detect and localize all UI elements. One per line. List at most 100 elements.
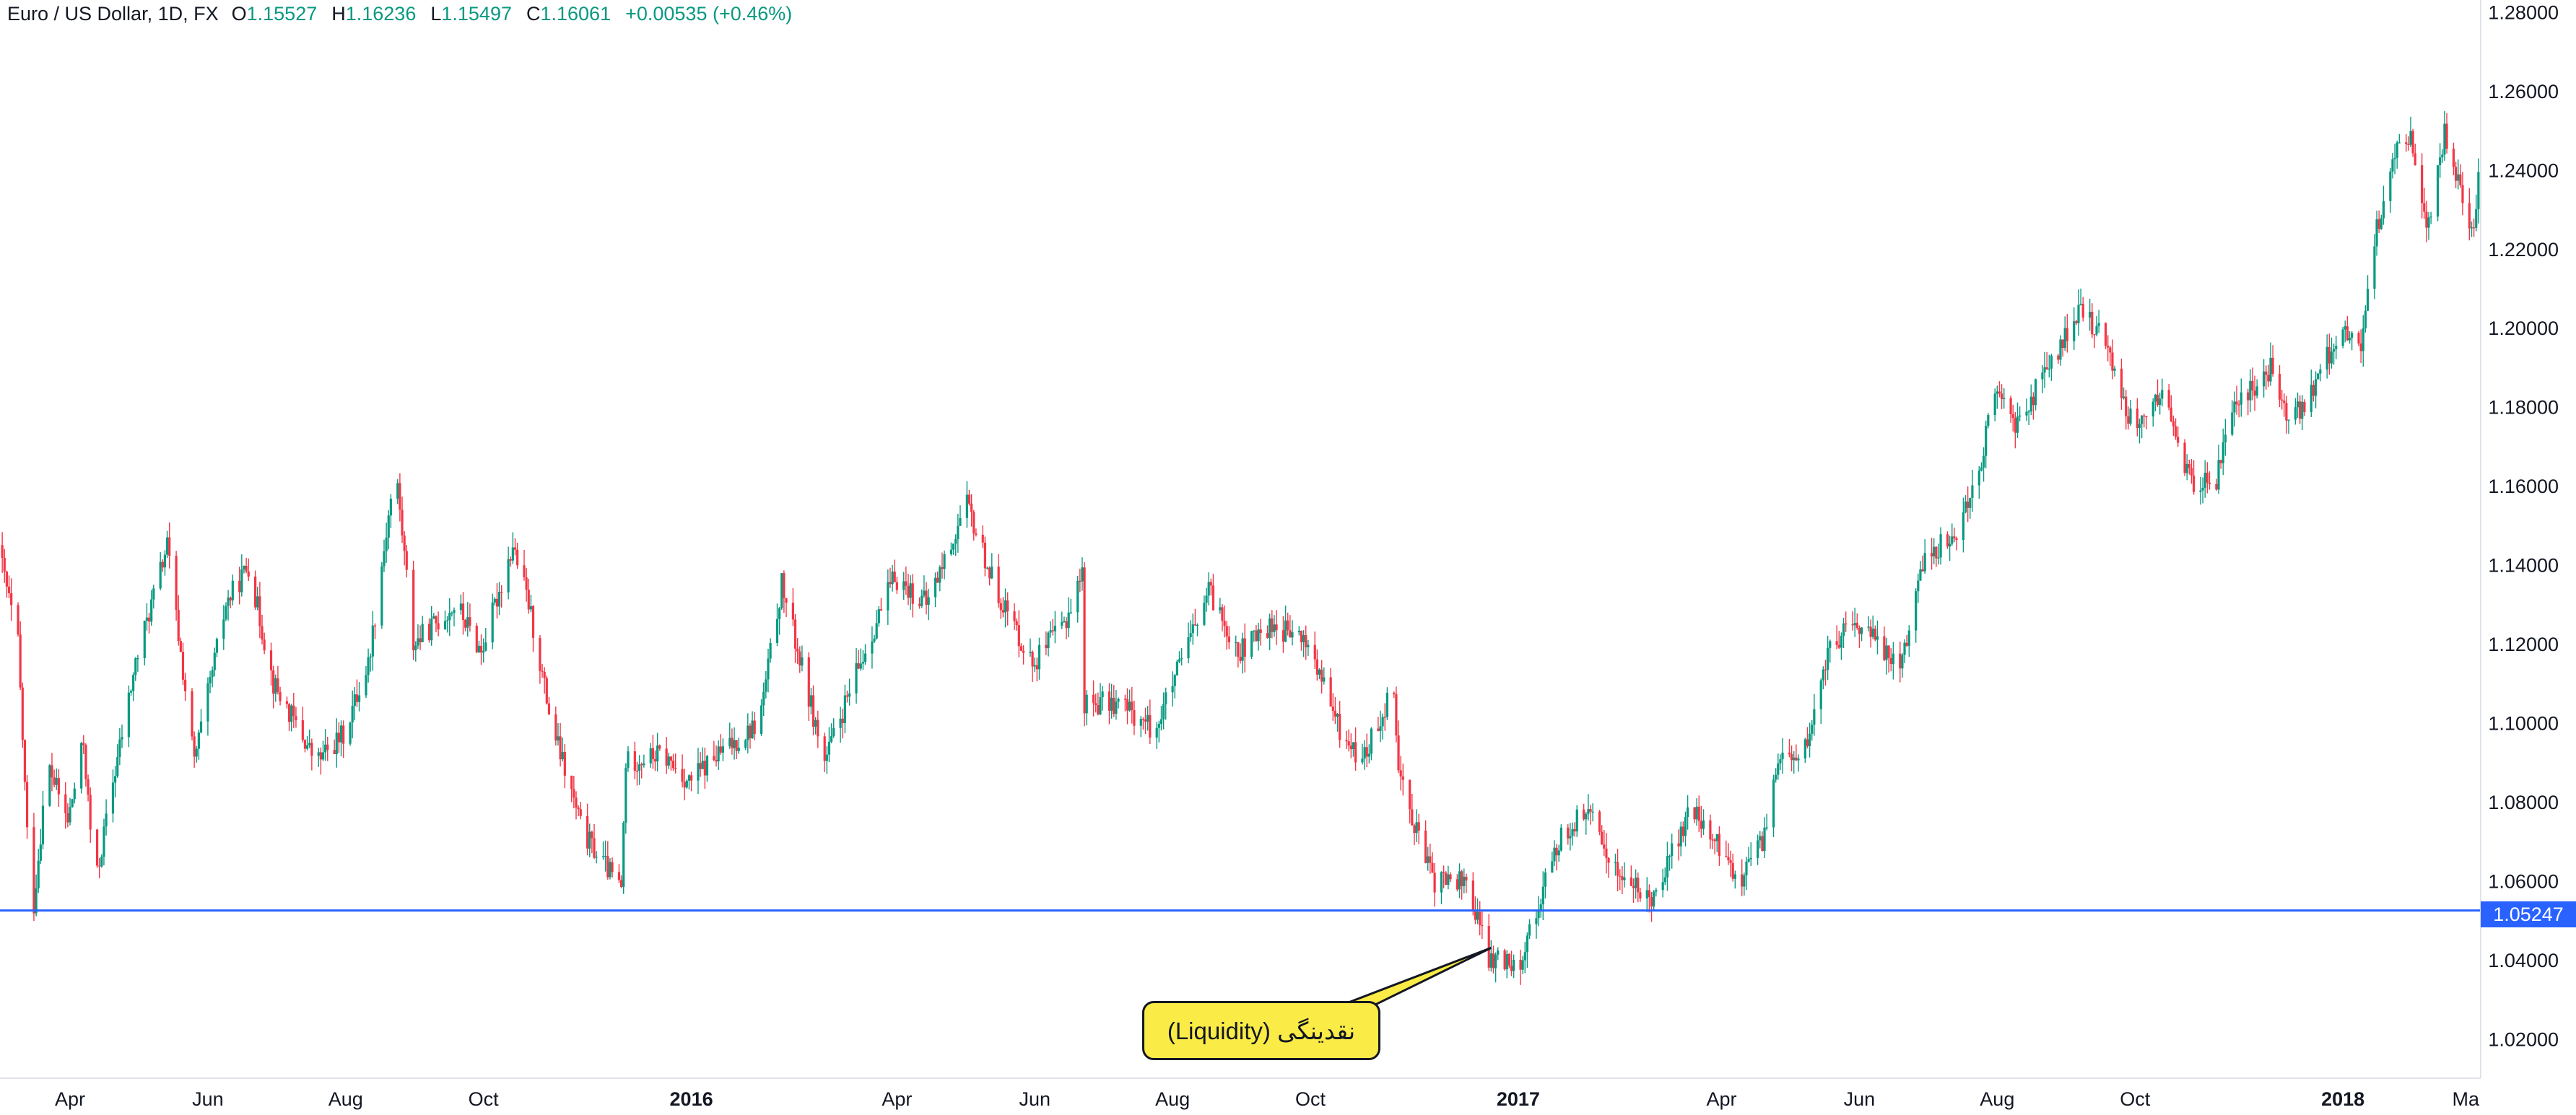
candle	[3, 548, 6, 583]
candle	[559, 722, 562, 767]
candle	[1193, 608, 1197, 626]
candle	[731, 728, 734, 755]
candle	[1427, 847, 1430, 871]
candle-body	[461, 603, 465, 620]
candle-body	[1765, 827, 1768, 828]
candle-body	[1953, 536, 1956, 539]
candle-body	[1757, 840, 1759, 858]
candle	[23, 739, 27, 791]
candle-body	[705, 756, 709, 776]
candle-body	[66, 813, 69, 823]
x-axis[interactable]: Apr Jun Aug Oct 2016 Apr Jun Aug Oct 2017 Apr Jun Au…	[55, 1088, 2480, 1110]
candle-body	[721, 746, 724, 753]
candle	[385, 522, 388, 563]
candle-body	[2468, 203, 2471, 229]
candle-body	[1101, 691, 1104, 698]
candle-body	[1808, 733, 1811, 746]
candle-body	[1935, 546, 1938, 559]
candle-body	[1553, 847, 1556, 862]
candle	[1937, 543, 1940, 565]
candle-body	[1971, 485, 1974, 498]
candle	[399, 473, 401, 522]
candle-body	[2411, 131, 2414, 154]
candle	[541, 663, 544, 678]
candle-body	[2156, 394, 2159, 406]
candle	[1745, 857, 1748, 891]
candle-body	[909, 583, 912, 598]
candle	[1284, 605, 1287, 642]
candle	[227, 590, 230, 621]
candle	[21, 682, 24, 748]
candle-body	[1761, 836, 1764, 852]
callout-text: (Liquidity) نقدینگی	[1167, 1017, 1356, 1044]
candle	[243, 565, 245, 574]
candle	[871, 626, 874, 669]
candle	[699, 751, 702, 777]
candle-body	[1307, 644, 1310, 647]
candle	[2113, 365, 2116, 377]
candle	[2032, 392, 2035, 420]
candle	[168, 522, 171, 569]
candle	[1383, 703, 1386, 731]
candle	[1993, 388, 1996, 421]
candle	[801, 645, 804, 672]
candle	[351, 690, 354, 739]
candle	[1440, 871, 1443, 904]
candle-body	[195, 748, 198, 757]
liquidity-callout[interactable]: (Liquidity) نقدینگی	[1142, 1001, 1380, 1060]
symbol-title[interactable]: Euro / US Dollar, 1D, FX	[7, 3, 219, 25]
candle	[1955, 536, 1958, 551]
candle-body	[949, 549, 953, 555]
candle-body	[491, 602, 494, 643]
candle	[324, 729, 327, 761]
candle-body	[1946, 534, 1949, 547]
candle-body	[5, 571, 8, 587]
x-tick-label: Aug	[328, 1088, 363, 1110]
candle-body	[1679, 826, 1682, 847]
candle-body	[633, 751, 636, 771]
candle	[206, 677, 209, 736]
candle-body	[619, 880, 623, 887]
y-axis[interactable]: 1.020001.040001.060001.080001.100001.120…	[2488, 1, 2559, 1050]
candle-body	[1829, 641, 1832, 648]
candle-body	[1354, 742, 1357, 763]
candle-body	[1559, 827, 1562, 851]
candle	[507, 546, 510, 600]
candle	[1763, 817, 1766, 858]
candle	[1037, 637, 1041, 680]
candle	[145, 603, 149, 631]
candle	[240, 554, 243, 597]
candle	[2235, 385, 2238, 415]
candle-body	[988, 567, 991, 579]
candle-body	[1110, 697, 1113, 711]
candle-body	[292, 705, 295, 717]
candle	[2461, 172, 2464, 216]
candle	[2107, 335, 2110, 362]
candle-body	[643, 763, 645, 766]
candle	[493, 597, 496, 605]
candle	[879, 598, 883, 611]
candle	[1567, 823, 1570, 845]
candle	[1352, 742, 1355, 757]
candle	[1650, 891, 1653, 922]
candle-body	[2240, 392, 2242, 405]
candle-body	[669, 756, 673, 761]
candle-body	[1855, 623, 1858, 628]
candle	[749, 723, 752, 749]
candle	[604, 840, 607, 872]
candle-body	[1352, 742, 1355, 750]
candle	[2138, 419, 2141, 444]
candle	[2073, 307, 2076, 350]
candle-body	[561, 751, 564, 760]
candle	[981, 525, 984, 548]
candle	[1458, 863, 1461, 898]
candle	[561, 737, 564, 762]
candle	[2391, 152, 2394, 179]
candle-body	[511, 547, 514, 561]
candle-body	[1790, 754, 1793, 761]
candle-body	[2285, 403, 2288, 421]
candle	[957, 513, 960, 553]
candle-body	[213, 652, 216, 670]
candle	[256, 587, 259, 611]
